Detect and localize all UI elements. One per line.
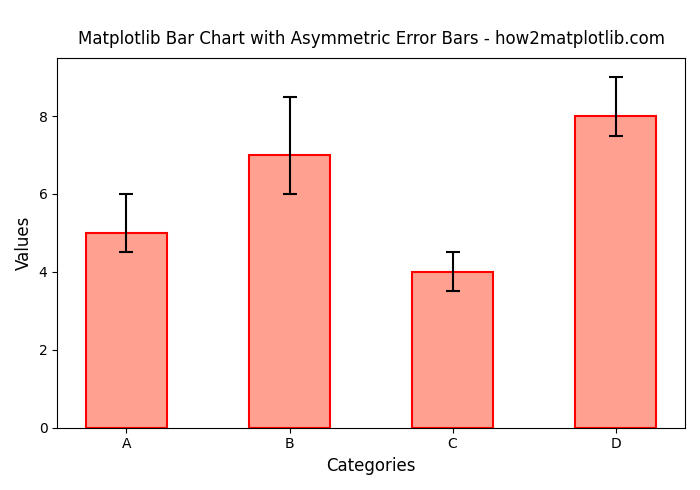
Title: Matplotlib Bar Chart with Asymmetric Error Bars - how2matplotlib.com: Matplotlib Bar Chart with Asymmetric Err… <box>78 30 664 48</box>
Bar <box>248 155 330 428</box>
X-axis label: Categories: Categories <box>326 457 416 475</box>
Bar <box>575 116 657 428</box>
Y-axis label: Values: Values <box>15 216 33 270</box>
Bar <box>85 233 167 428</box>
Bar <box>412 272 493 428</box>
